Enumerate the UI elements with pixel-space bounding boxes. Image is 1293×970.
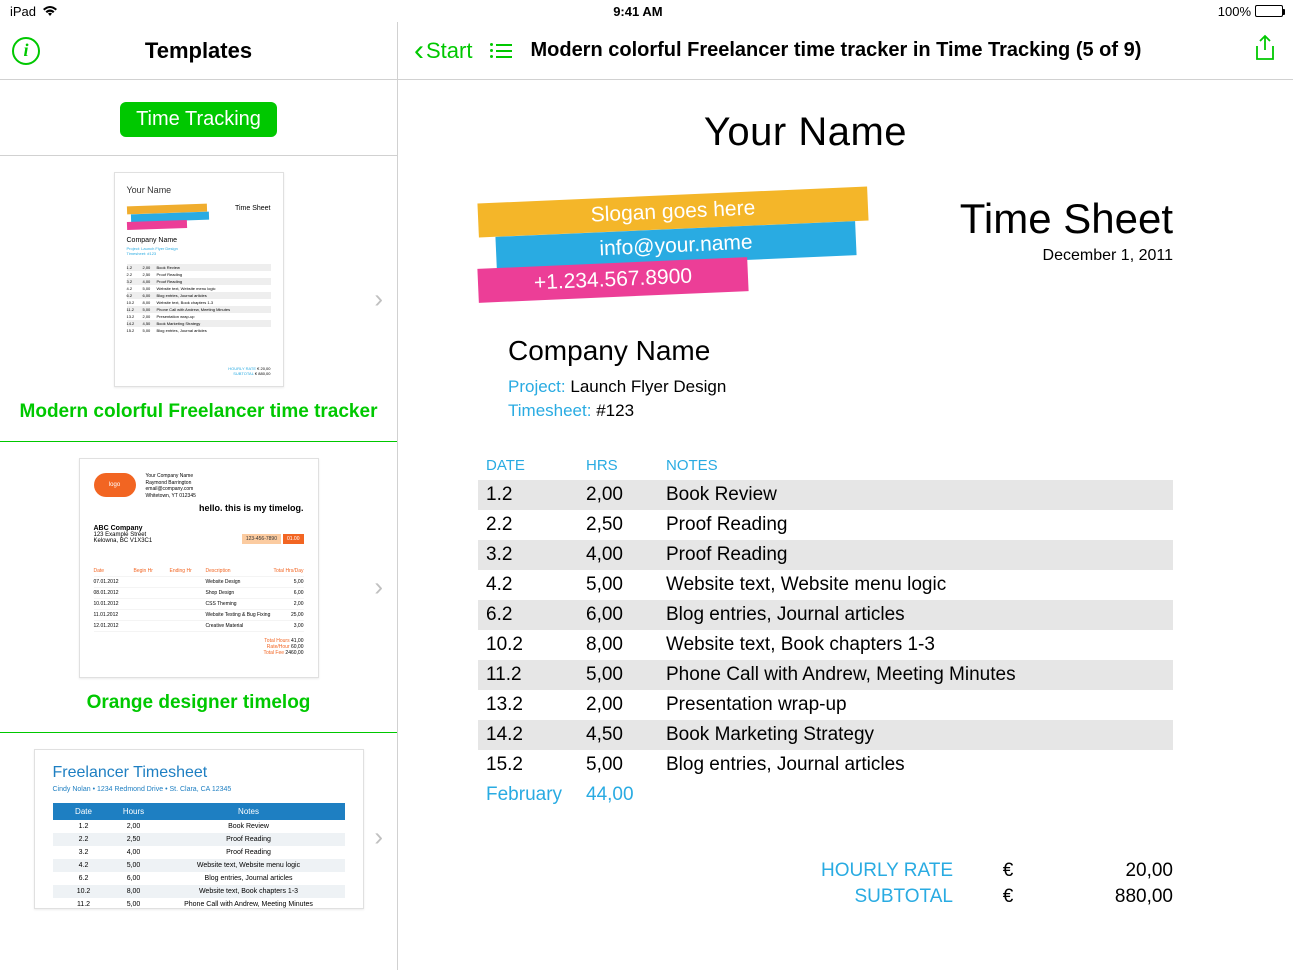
your-name-heading: Your Name bbox=[438, 110, 1173, 155]
timesheet-title: Time Sheet bbox=[960, 195, 1173, 243]
timesheet-table: DATE HRS NOTES 1.22,00Book Review2.22,50… bbox=[478, 451, 1173, 810]
info-icon[interactable]: i bbox=[12, 37, 40, 65]
battery-icon bbox=[1255, 5, 1283, 17]
back-label: Start bbox=[426, 38, 472, 64]
company-name: Company Name bbox=[508, 335, 1173, 367]
table-row: 4.25,00Website text, Website menu logic bbox=[478, 570, 1173, 600]
project-label: Project: bbox=[508, 377, 566, 396]
template-thumb: logo Your Company NameRaymond Barrington… bbox=[79, 458, 319, 678]
hourly-rate-label: HOURLY RATE bbox=[793, 860, 953, 882]
col-header-notes: NOTES bbox=[666, 457, 1165, 474]
project-value: Launch Flyer Design bbox=[570, 377, 726, 396]
document-preview[interactable]: Your Name Slogan goes here info@your.nam… bbox=[398, 80, 1293, 970]
battery-percent: 100% bbox=[1218, 4, 1251, 19]
back-button[interactable]: ‹ Start bbox=[414, 36, 472, 66]
sidebar-title: Templates bbox=[0, 38, 397, 64]
table-row: 2.22,50Proof Reading bbox=[478, 510, 1173, 540]
totals-block: HOURLY RATE € 20,00 SUBTOTAL € 880,00 bbox=[478, 860, 1173, 908]
page-title: Modern colorful Freelancer time tracker … bbox=[530, 39, 1235, 62]
table-row: 14.24,50Book Marketing Strategy bbox=[478, 720, 1173, 750]
nav-bar: i Templates ‹ Start Modern colorful Free… bbox=[0, 22, 1293, 80]
timesheet-no-label: Timesheet: bbox=[508, 401, 591, 420]
table-total-row: February 44,00 bbox=[478, 780, 1173, 810]
timesheet-no-value: #123 bbox=[596, 401, 634, 420]
template-item-orange-designer[interactable]: logo Your Company NameRaymond Barrington… bbox=[0, 442, 397, 733]
chevron-left-icon: ‹ bbox=[414, 36, 424, 66]
template-label: Orange designer timelog bbox=[12, 692, 385, 714]
col-header-hrs: HRS bbox=[586, 457, 666, 474]
col-header-date: DATE bbox=[486, 457, 586, 474]
template-item-modern-colorful[interactable]: Your Name Time Sheet Company Name Projec… bbox=[0, 156, 397, 442]
table-row: 3.24,00Proof Reading bbox=[478, 540, 1173, 570]
device-label: iPad bbox=[10, 4, 36, 19]
chevron-right-icon: › bbox=[374, 283, 383, 314]
table-row: 11.25,00Phone Call with Andrew, Meeting … bbox=[478, 660, 1173, 690]
table-row: 1.22,00Book Review bbox=[478, 480, 1173, 510]
share-icon[interactable] bbox=[1253, 34, 1277, 67]
template-label: Modern colorful Freelancer time tracker bbox=[12, 401, 385, 423]
chevron-right-icon: › bbox=[374, 572, 383, 603]
list-icon[interactable] bbox=[490, 43, 512, 58]
table-row: 10.28,00Website text, Book chapters 1-3 bbox=[478, 630, 1173, 660]
table-row: 6.26,00Blog entries, Journal articles bbox=[478, 600, 1173, 630]
category-chip[interactable]: Time Tracking bbox=[120, 102, 277, 137]
template-thumb: Freelancer Timesheet Cindy Nolan • 1234 … bbox=[34, 749, 364, 909]
templates-sidebar: Time Tracking Your Name Time Sheet Compa… bbox=[0, 80, 398, 970]
subtotal-label: SUBTOTAL bbox=[793, 886, 953, 908]
status-time: 9:41 AM bbox=[58, 4, 1218, 19]
wifi-icon bbox=[42, 5, 58, 17]
table-row: 13.22,00Presentation wrap-up bbox=[478, 690, 1173, 720]
slogan-bars: Slogan goes here info@your.name +1.234.5… bbox=[478, 195, 878, 295]
template-thumb: Your Name Time Sheet Company Name Projec… bbox=[114, 172, 284, 387]
status-bar: iPad 9:41 AM 100% bbox=[0, 0, 1293, 22]
subtotal-value: 880,00 bbox=[1063, 886, 1173, 908]
timesheet-date: December 1, 2011 bbox=[960, 247, 1173, 265]
template-item-freelancer-timesheet[interactable]: Freelancer Timesheet Cindy Nolan • 1234 … bbox=[0, 733, 397, 941]
table-row: 15.25,00Blog entries, Journal articles bbox=[478, 750, 1173, 780]
chevron-right-icon: › bbox=[374, 822, 383, 853]
hourly-rate-value: 20,00 bbox=[1063, 860, 1173, 882]
